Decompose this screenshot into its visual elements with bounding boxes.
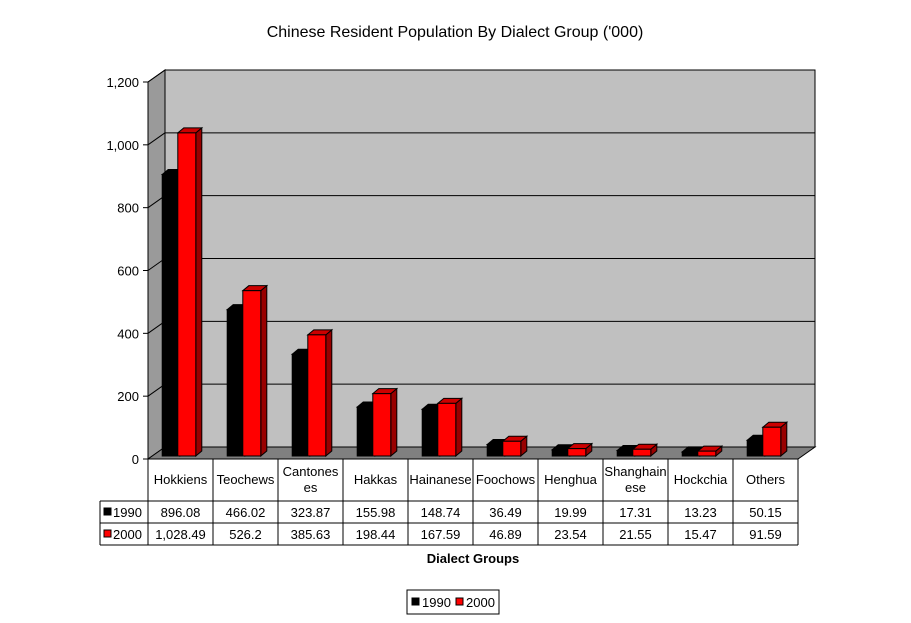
- y-tick-label: 1,000: [106, 138, 139, 153]
- legend-label: 1990: [422, 595, 451, 610]
- bar-front: [697, 450, 717, 457]
- category-label: Hokkiens: [154, 472, 208, 487]
- gridline-side: [147, 132, 166, 146]
- bar-front: [372, 393, 392, 457]
- row-key-label: 1990: [113, 505, 142, 520]
- legend-swatch: [455, 597, 464, 606]
- row-key-label: 2000: [113, 527, 142, 542]
- bar: [176, 126, 204, 458]
- y-axis: 0 200 400 600 800 1,000 1,200: [106, 75, 149, 467]
- bar-front: [567, 448, 587, 457]
- chart-title: Chinese Resident Population By Dialect G…: [267, 24, 644, 41]
- data-label: 46.89: [489, 527, 522, 542]
- bar: [696, 445, 724, 458]
- data-label: 526.2: [229, 527, 262, 542]
- data-label: 13.23: [684, 505, 717, 520]
- y-tick-label: 800: [117, 201, 139, 216]
- data-label: 23.54: [554, 527, 587, 542]
- data-label: 15.47: [684, 527, 717, 542]
- bar: [631, 443, 659, 458]
- category-label: Shanghain: [604, 464, 666, 479]
- plot-area: [146, 69, 817, 460]
- y-tick-label: 400: [117, 326, 139, 341]
- bar-side: [455, 397, 463, 458]
- bar: [436, 397, 464, 458]
- bar: [306, 328, 334, 458]
- data-label: 1,028.49: [155, 527, 206, 542]
- bar-front: [177, 132, 197, 457]
- category-label: Others: [746, 472, 786, 487]
- bar: [566, 442, 594, 458]
- bar-front: [502, 440, 522, 457]
- data-label: 323.87: [291, 505, 331, 520]
- legend-box: [406, 589, 500, 615]
- data-label: 385.63: [291, 527, 331, 542]
- data-label: 198.44: [356, 527, 396, 542]
- bars: [160, 126, 789, 458]
- category-label: Hainanese: [409, 472, 471, 487]
- category-label: ese: [625, 480, 646, 495]
- bar-side: [195, 126, 203, 458]
- row-key-swatch: [103, 529, 112, 538]
- category-label: Hockchia: [674, 472, 728, 487]
- legend-label: 2000: [466, 595, 495, 610]
- bar-front: [242, 290, 262, 457]
- bar-side: [325, 328, 333, 458]
- bar-front: [307, 334, 327, 457]
- y-tick-label: 1,200: [106, 75, 139, 90]
- data-label: 466.02: [226, 505, 266, 520]
- bar-front: [762, 426, 782, 457]
- bar: [241, 284, 269, 458]
- data-label: 167.59: [421, 527, 461, 542]
- bar: [501, 435, 529, 458]
- category-label: Cantones: [283, 464, 339, 479]
- bar: [371, 387, 399, 458]
- y-tick-label: 200: [117, 389, 139, 404]
- data-label: 36.49: [489, 505, 522, 520]
- legend: 1990 2000: [406, 589, 500, 615]
- bar: [761, 421, 789, 458]
- bar-side: [260, 284, 268, 458]
- data-label: 17.31: [619, 505, 652, 520]
- y-tick-label: 0: [132, 452, 139, 467]
- bar-front: [437, 402, 457, 457]
- data-label: 50.15: [749, 505, 782, 520]
- category-label: es: [304, 480, 318, 495]
- data-label: 91.59: [749, 527, 782, 542]
- category-label: Hakkas: [354, 472, 398, 487]
- category-label: Teochews: [217, 472, 275, 487]
- row-key-swatch: [103, 507, 112, 516]
- bar-side: [390, 387, 398, 458]
- x-axis-title: Dialect Groups: [427, 551, 519, 566]
- y-tick-label: 600: [117, 264, 139, 279]
- data-label: 896.08: [161, 505, 201, 520]
- category-label: Henghua: [544, 472, 598, 487]
- data-label: 19.99: [554, 505, 587, 520]
- bar-front: [632, 448, 652, 457]
- data-label: 148.74: [421, 505, 461, 520]
- data-label: 21.55: [619, 527, 652, 542]
- gridline-side: [147, 69, 166, 83]
- legend-swatch: [411, 597, 420, 606]
- category-label: Foochows: [476, 472, 536, 487]
- bar-side: [780, 421, 788, 458]
- data-label: 155.98: [356, 505, 396, 520]
